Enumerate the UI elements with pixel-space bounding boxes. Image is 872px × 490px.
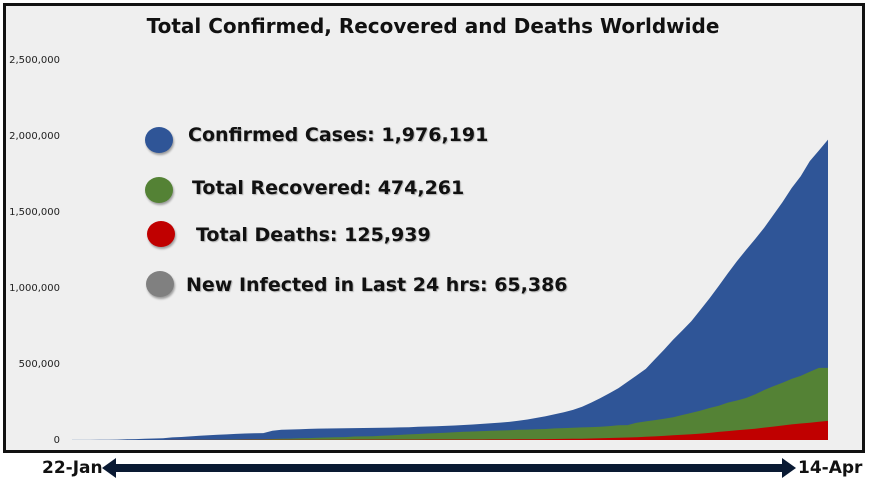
area-series-total-deaths	[72, 420, 828, 440]
y-tick-label: 0	[54, 435, 60, 446]
chart-title: Total Confirmed, Recovered and Deaths Wo…	[146, 14, 720, 38]
y-tick-label: 500,000	[19, 359, 60, 370]
legend-label-new-infected: New Infected in Last 24 hrs: 65,386	[186, 274, 568, 296]
x-start-label: 22-Jan	[42, 458, 103, 478]
legend-label-recovered: Total Recovered: 474,261	[192, 177, 465, 199]
x-end-label: 14-Apr	[798, 458, 863, 478]
timeline-arrow	[102, 458, 796, 478]
y-tick-label: 1,000,000	[9, 283, 60, 294]
legend-dot-confirmed	[145, 127, 173, 153]
legend-dot-recovered	[145, 177, 173, 203]
y-tick-label: 1,500,000	[9, 207, 60, 218]
y-tick-label: 2,500,000	[9, 55, 60, 66]
legend-label-confirmed: Confirmed Cases: 1,976,191	[188, 124, 489, 146]
y-tick-label: 2,000,000	[9, 131, 60, 142]
area-plot: 0 500,000 1,000,000 1,500,000 2,000,000 2,500…	[9, 55, 828, 446]
legend-dot-new-infected	[146, 271, 174, 297]
legend-label-deaths: Total Deaths: 125,939	[196, 224, 431, 246]
legend-dot-deaths	[147, 221, 175, 247]
